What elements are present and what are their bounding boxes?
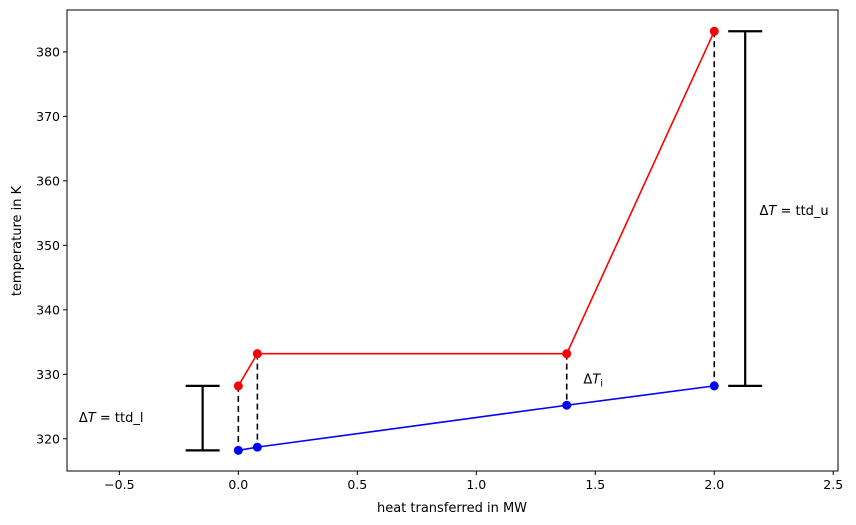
y-tick-label: 380 <box>36 44 60 59</box>
y-tick-label: 350 <box>36 238 60 253</box>
y-tick-label: 370 <box>36 109 60 124</box>
x-axis-label: heat transferred in MW <box>377 501 527 516</box>
x-tick-label: 1.5 <box>585 477 605 492</box>
hot-side-point <box>562 349 572 359</box>
x-tick-label: 0.0 <box>228 477 248 492</box>
axes-frame <box>66 9 839 472</box>
cold-side-line <box>238 385 715 452</box>
y-tick-label: 360 <box>36 173 60 188</box>
y-axis: 320 330 340 350 360 370 380 <box>36 44 67 446</box>
x-axis: −0.5 0.0 0.5 1.0 1.5 2.0 2.5 <box>104 471 843 492</box>
y-tick-label: 330 <box>36 367 60 382</box>
y-tick-label: 340 <box>36 302 60 317</box>
delta-t-i-label: ΔTi <box>583 372 603 389</box>
ttd-lower-label: ΔT = ttd_l <box>79 411 144 426</box>
y-axis-label: temperature in K <box>10 185 25 296</box>
cold-side-point <box>562 400 572 410</box>
x-tick-label: 2.0 <box>704 477 724 492</box>
x-tick-label: 0.5 <box>347 477 367 492</box>
x-tick-label: −0.5 <box>104 477 134 492</box>
hot-side-point <box>709 26 719 36</box>
ttd-upper-label: ΔT = ttd_u <box>759 204 828 219</box>
y-tick-label: 320 <box>36 431 60 446</box>
plot-area: ΔT = ttd_l ΔT = ttd_u ΔTi <box>79 26 829 455</box>
cold-side-point <box>252 442 262 452</box>
cold-side-point <box>233 445 243 455</box>
cold-side-point <box>709 381 719 391</box>
x-tick-label: 2.5 <box>823 477 843 492</box>
hot-side-point <box>252 349 262 359</box>
x-tick-label: 1.0 <box>466 477 486 492</box>
hot-side-point <box>233 381 243 391</box>
hot-side-line <box>237 30 715 387</box>
